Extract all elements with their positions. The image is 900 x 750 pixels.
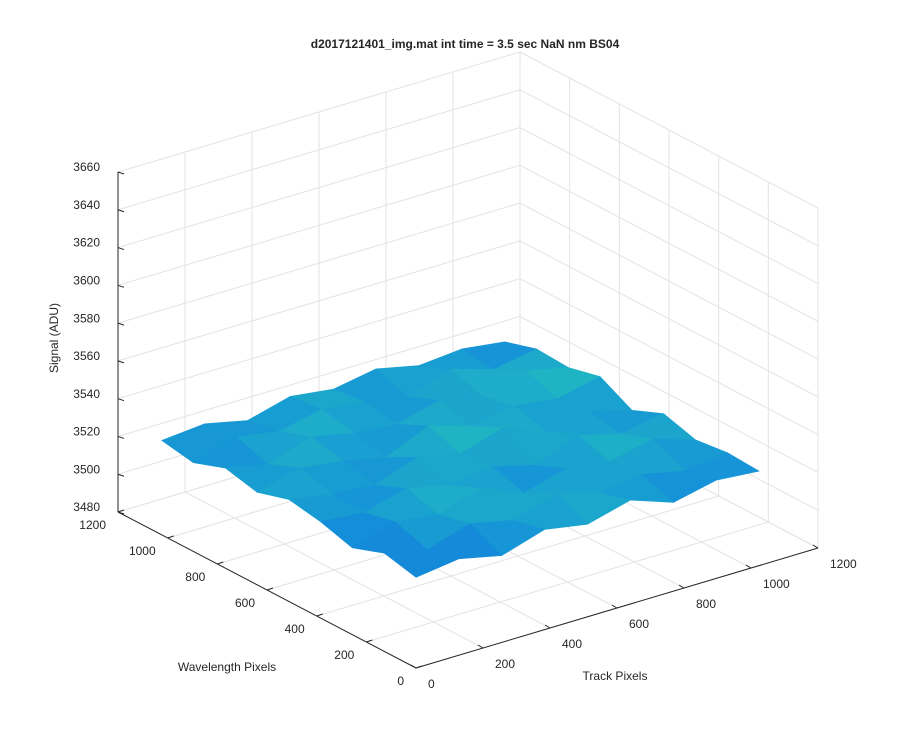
y-tick-label: 1200 bbox=[79, 518, 106, 532]
z-tick-label: 3520 bbox=[73, 425, 100, 439]
z-tick bbox=[117, 247, 125, 251]
z-tick bbox=[117, 435, 125, 439]
y-tick-label: 0 bbox=[397, 674, 404, 688]
z-tick bbox=[117, 473, 125, 477]
y-tick bbox=[117, 509, 125, 513]
grid-line bbox=[366, 521, 769, 643]
z-tick-label: 3500 bbox=[73, 462, 100, 476]
x-tick bbox=[410, 664, 417, 669]
x-tick bbox=[544, 624, 551, 629]
y-tick-label: 600 bbox=[235, 596, 255, 610]
z-tick-label: 3560 bbox=[73, 349, 100, 363]
z-tick bbox=[117, 511, 125, 515]
y-tick bbox=[266, 587, 274, 591]
y-tick-label: 400 bbox=[285, 622, 305, 636]
x-tick bbox=[477, 644, 484, 649]
z-tick bbox=[117, 171, 125, 175]
y-tick bbox=[316, 613, 323, 617]
x-tick-label: 0 bbox=[428, 677, 435, 691]
z-tick-label: 3540 bbox=[73, 387, 100, 401]
z-tick-label: 3580 bbox=[73, 311, 100, 325]
grid-line bbox=[316, 495, 719, 617]
y-tick bbox=[217, 561, 224, 565]
z-tick bbox=[117, 209, 125, 213]
surface-patch bbox=[383, 549, 460, 578]
z-tick-label: 3620 bbox=[73, 236, 100, 250]
y-tick-label: 200 bbox=[334, 648, 354, 662]
y-tick bbox=[415, 665, 423, 669]
y-tick bbox=[167, 535, 174, 539]
z-tick bbox=[117, 322, 125, 326]
x-tick bbox=[745, 564, 752, 569]
y-axis-label: Wavelength Pixels bbox=[178, 660, 276, 674]
z-tick-label: 3480 bbox=[73, 500, 100, 514]
z-tick-label: 3640 bbox=[73, 198, 100, 212]
z-tick-label: 3600 bbox=[73, 274, 100, 288]
x-axis-label: Track Pixels bbox=[583, 669, 648, 683]
x-tick-label: 200 bbox=[495, 657, 515, 671]
x-tick-label: 400 bbox=[562, 637, 582, 651]
y-tick-label: 1000 bbox=[129, 544, 156, 558]
z-tick bbox=[117, 284, 125, 288]
x-tick-label: 1000 bbox=[763, 577, 790, 591]
chart-title: d2017121401_img.mat int time = 3.5 sec N… bbox=[311, 37, 620, 51]
y-tick-label: 800 bbox=[185, 570, 205, 584]
z-tick-label: 3660 bbox=[73, 160, 100, 174]
x-tick bbox=[678, 584, 685, 589]
y-tick bbox=[366, 639, 373, 643]
x-tick-label: 800 bbox=[696, 597, 716, 611]
x-tick-label: 600 bbox=[629, 617, 649, 631]
x-tick bbox=[611, 604, 618, 609]
z-tick bbox=[117, 360, 125, 364]
x-tick-label: 1200 bbox=[830, 557, 857, 571]
z-axis-label: Signal (ADU) bbox=[47, 303, 61, 373]
z-tick bbox=[117, 398, 125, 402]
x-tick bbox=[812, 544, 819, 549]
